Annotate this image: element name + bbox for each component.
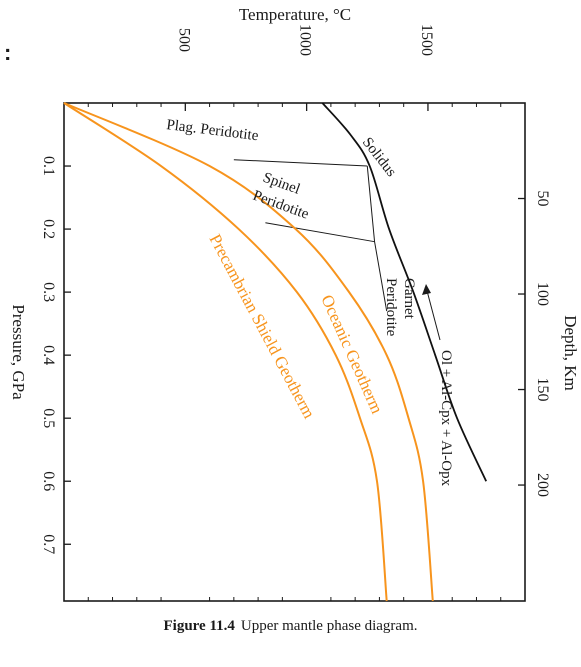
- depth-tick-label-200: 200: [534, 473, 551, 497]
- figure-caption: Figure 11.4 Upper mantle phase diagram.: [0, 618, 581, 635]
- figure-number: Figure 11.4: [163, 618, 235, 634]
- temperature-tick-label-500: 500: [175, 28, 192, 52]
- assemblage-arrowhead: [422, 284, 431, 295]
- shield-geotherm-label: Precambrian Shield Geotherm: [205, 231, 318, 422]
- oceanic-geotherm-curve: [63, 102, 434, 602]
- pressure-tick-label-0.4: 0.4: [40, 345, 57, 365]
- stray-mark: :: [4, 40, 12, 65]
- temperature-axis-label: Temperature, °C: [239, 5, 351, 24]
- pressure-tick-label-0.1: 0.1: [40, 156, 57, 176]
- plot-frame: [63, 102, 526, 602]
- depth-tick-label-50: 50: [534, 191, 551, 207]
- boundary-spinel-garnet: [265, 222, 375, 243]
- precambrian-shield-geotherm-curve: [63, 102, 388, 602]
- pressure-tick-label-0.2: 0.2: [40, 219, 57, 239]
- garnet-label: Garnet: [401, 278, 417, 320]
- temperature-tick-label-1500: 1500: [418, 24, 435, 56]
- assemblage-label: Ol + Al-Cpx + Al-Opx: [438, 350, 454, 487]
- pressure-tick-label-0.6: 0.6: [40, 471, 57, 491]
- boundary-phase-vertical: [366, 165, 388, 312]
- boundary-plag-spinel: [233, 159, 368, 167]
- depth-tick-label-150: 150: [534, 378, 551, 402]
- pressure-axis-label: Pressure, GPa: [9, 304, 28, 400]
- solidus-curve: [321, 102, 487, 482]
- caption-text: Upper mantle phase diagram.: [240, 618, 418, 634]
- pressure-tick-label-0.7: 0.7: [40, 534, 57, 554]
- pressure-tick-label-0.3: 0.3: [40, 282, 57, 302]
- pressure-tick-label-0.5: 0.5: [40, 408, 57, 428]
- spinel-peridotite-label: Peridotite: [251, 188, 312, 223]
- plag-peridotite-label: Plag. Peridotite: [166, 117, 260, 144]
- garnet-peridotite-label: Peridotite: [383, 278, 399, 337]
- depth-axis-label: Depth, Km: [561, 315, 580, 391]
- assemblage-arrow: [425, 286, 441, 341]
- depth-tick-label-100: 100: [534, 282, 551, 306]
- temperature-tick-label-1000: 1000: [297, 24, 314, 56]
